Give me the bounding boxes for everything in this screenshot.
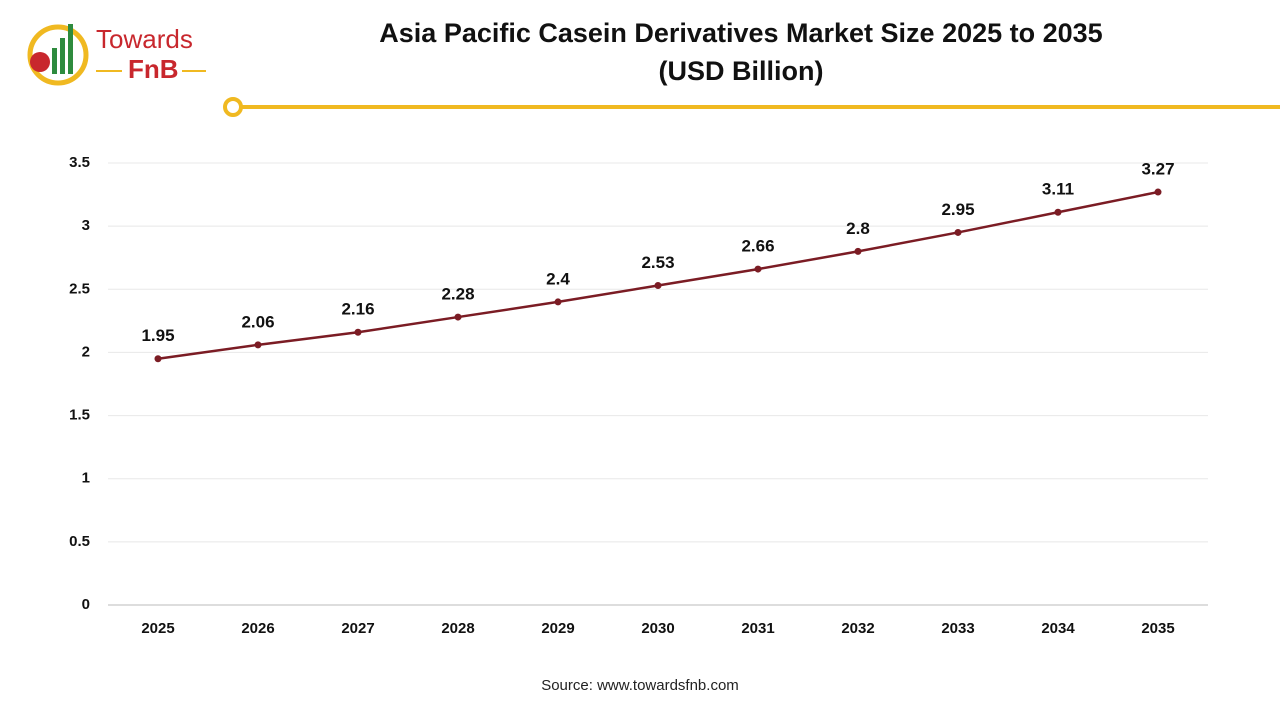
- data-point: [754, 265, 762, 273]
- data-point: [954, 228, 962, 236]
- data-point: [154, 355, 162, 363]
- x-tick-label: 2032: [841, 620, 874, 637]
- y-tick-label: 1: [82, 470, 90, 487]
- x-tick-label: 2031: [741, 620, 774, 637]
- data-point: [354, 328, 362, 336]
- logo-brand: FnB: [128, 54, 179, 84]
- chart-title: Asia Pacific Casein Derivatives Market S…: [379, 18, 1102, 48]
- data-point: [454, 313, 462, 321]
- data-label: 2.8: [846, 219, 870, 238]
- x-tick-label: 2025: [141, 620, 174, 637]
- data-label: 2.16: [341, 300, 374, 319]
- x-tick-label: 2034: [1041, 620, 1075, 637]
- data-label: 2.66: [741, 237, 774, 256]
- x-tick-label: 2028: [441, 620, 474, 637]
- logo-name: Towards: [96, 24, 193, 54]
- source: Source: www.towardsfnb.com: [541, 677, 739, 694]
- y-tick-label: 0.5: [69, 533, 90, 550]
- y-tick-label: 1.5: [69, 407, 90, 424]
- y-tick-label: 2.5: [69, 280, 90, 297]
- data-label: 2.95: [941, 200, 974, 219]
- data-label: 2.53: [641, 253, 674, 272]
- data-point: [1154, 188, 1162, 196]
- logo-apple: [30, 52, 50, 72]
- x-tick-label: 2027: [341, 620, 374, 637]
- x-tick-label: 2030: [641, 620, 674, 637]
- data-label: 2.4: [546, 269, 570, 288]
- logo: Towards FnB: [27, 24, 206, 86]
- y-tick-label: 3: [82, 217, 90, 234]
- data-point: [1054, 208, 1062, 216]
- logo-bar: [68, 24, 73, 74]
- data-point: [854, 247, 862, 255]
- data-label: 1.95: [141, 326, 174, 345]
- data-label: 2.28: [441, 285, 474, 304]
- chart-subtitle: (USD Billion): [659, 56, 824, 86]
- x-tick-label: 2035: [1141, 620, 1174, 637]
- data-label: 3.11: [1042, 180, 1074, 199]
- x-tick-label: 2029: [541, 620, 574, 637]
- x-tick-label: 2033: [941, 620, 974, 637]
- data-point: [654, 281, 662, 289]
- data-label: 3.27: [1141, 160, 1174, 179]
- y-tick-label: 2: [82, 343, 90, 360]
- logo-bar: [52, 48, 57, 74]
- logo-ring: [27, 24, 89, 86]
- data-label: 2.06: [241, 312, 274, 331]
- x-tick-label: 2026: [241, 620, 274, 637]
- data-point: [254, 341, 262, 349]
- header-dot: [223, 97, 243, 117]
- data-point: [554, 298, 562, 306]
- logo-bar: [60, 38, 65, 74]
- y-tick-label: 0: [82, 596, 90, 613]
- y-tick-label: 3.5: [69, 154, 90, 171]
